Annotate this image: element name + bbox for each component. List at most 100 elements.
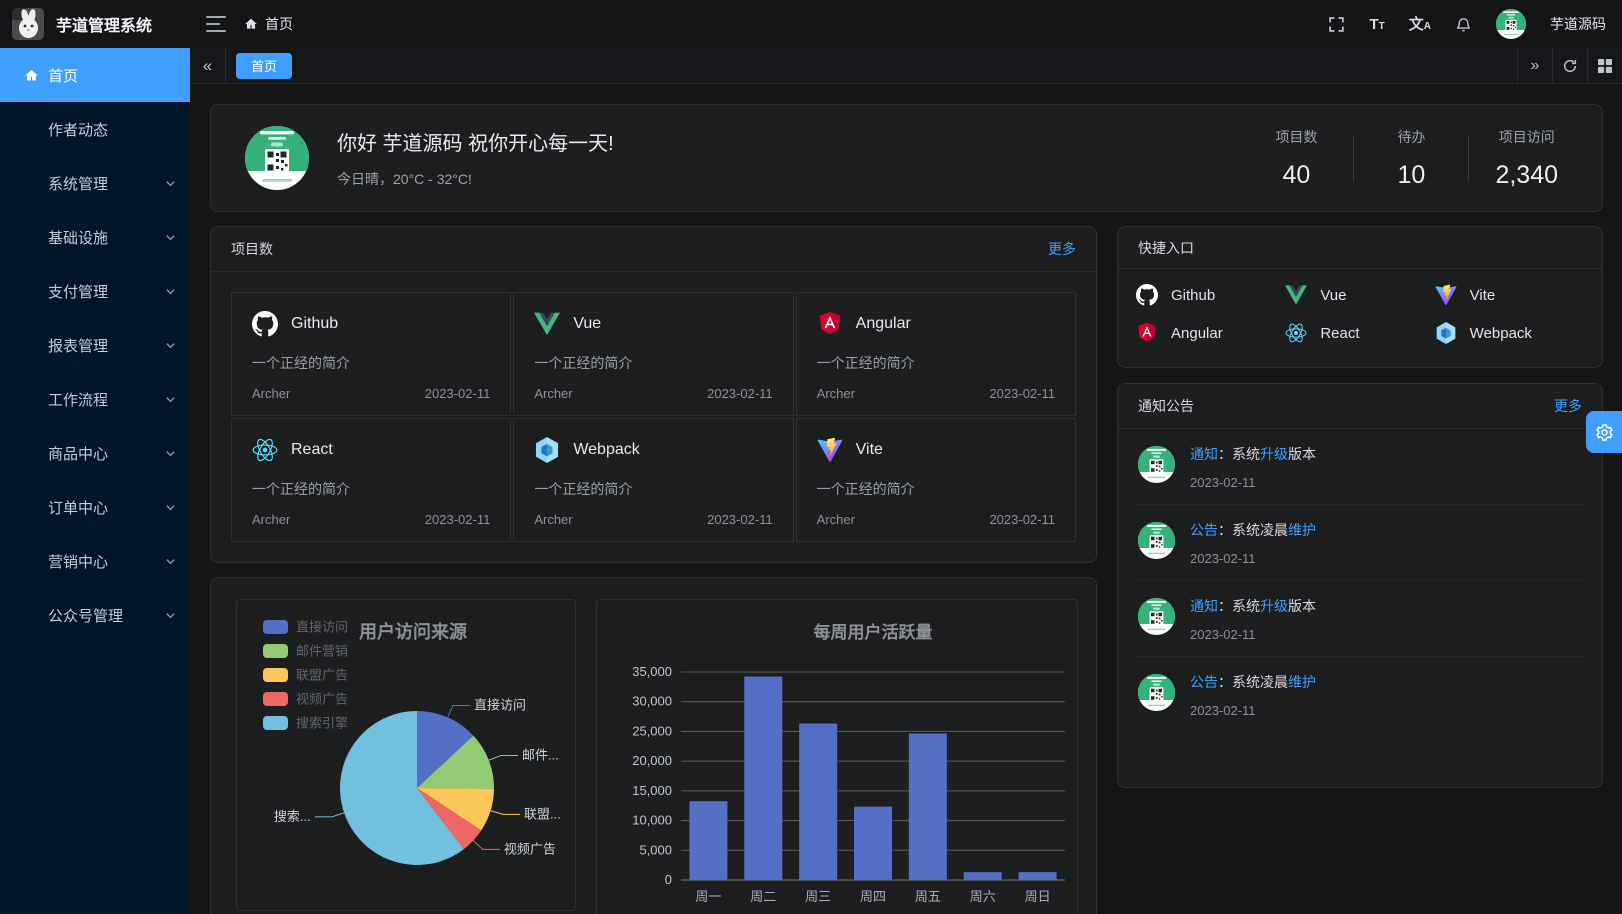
tab-home[interactable]: 首页 — [236, 52, 293, 79]
notices-card-header: 通知公告 更多 — [1118, 384, 1602, 429]
stat-projects: 项目数 40 — [1265, 127, 1327, 190]
svg-text:35,000: 35,000 — [632, 664, 672, 679]
webpack-icon — [534, 437, 560, 463]
notice-item[interactable]: 公告：系统凌晨维护 2023-02-11 — [1138, 657, 1582, 732]
bar-周日[interactable] — [1018, 872, 1057, 880]
notice-date: 2023-02-11 — [1190, 627, 1256, 642]
bar-周二[interactable] — [744, 676, 783, 880]
notice-item[interactable]: 通知：系统升级版本 2023-02-11 — [1138, 429, 1582, 505]
sidebar-item-label: 系统管理 — [48, 175, 109, 193]
pie-label: 邮件... — [522, 748, 559, 763]
sidebar-item-order-center[interactable]: 订单中心 — [0, 480, 190, 534]
bar-周六[interactable] — [963, 872, 1002, 880]
home-icon — [244, 17, 258, 31]
user-avatar[interactable] — [1496, 9, 1526, 39]
sidebar-item-payment-management[interactable]: 支付管理 — [0, 264, 190, 318]
sidebar-item-report-management[interactable]: 报表管理 — [0, 318, 190, 372]
sidebar-item-system-management[interactable]: 系统管理 — [0, 156, 190, 210]
bar-周一[interactable] — [689, 801, 728, 880]
project-card-vite[interactable]: Vite 一个正经的简介 Archer 2023-02-11 — [795, 418, 1076, 542]
project-date: 2023-02-11 — [707, 512, 773, 527]
quick-entry-vue[interactable]: Vue — [1285, 279, 1434, 311]
sidebar-item-author-dynamics[interactable]: 作者动态 — [0, 102, 190, 156]
project-card-github[interactable]: Github 一个正经的简介 Archer 2023-02-11 — [231, 292, 512, 416]
fullscreen-icon[interactable] — [1328, 16, 1345, 33]
bar-周三[interactable] — [799, 723, 838, 880]
bar-周四[interactable] — [854, 806, 892, 880]
notice-title-segment: 通知 — [1190, 598, 1218, 614]
refresh-icon[interactable] — [1552, 47, 1587, 84]
username[interactable]: 芋道源码 — [1550, 16, 1606, 32]
legend-item-2[interactable]: 邮件营销 — [263, 644, 348, 659]
tabs-expand-right-icon[interactable]: » — [1517, 47, 1552, 84]
pie-slice-1[interactable] — [417, 711, 474, 788]
pie-chart: 用户访问来源直接访问邮件营销联盟广告视频广告搜索引擎直接访问邮件...联盟...… — [263, 620, 561, 865]
bar-周五[interactable] — [908, 733, 947, 880]
quick-entry-label: Github — [1171, 286, 1216, 304]
svg-text:15,000: 15,000 — [632, 783, 672, 798]
notice-title: 通知：系统升级版本 — [1190, 596, 1316, 616]
project-card-webpack[interactable]: Webpack 一个正经的简介 Archer 2023-02-11 — [513, 418, 794, 542]
quick-entry-label: React — [1320, 324, 1360, 342]
pie-slice-3[interactable] — [417, 788, 494, 831]
translate-icon[interactable]: 文A — [1408, 15, 1431, 33]
sidebar-item-home[interactable]: 首页 — [0, 48, 190, 102]
pie-slice-4[interactable] — [417, 788, 482, 850]
quick-entry-angular[interactable]: Angular — [1136, 317, 1285, 349]
project-author: Archer — [252, 386, 291, 401]
chevron-down-icon — [165, 394, 176, 405]
pie-slice-5[interactable] — [340, 711, 464, 865]
sidebar-item-marketing-center[interactable]: 营销中心 — [0, 534, 190, 588]
theme-settings-button[interactable] — [1586, 411, 1622, 453]
project-card-react[interactable]: React 一个正经的简介 Archer 2023-02-11 — [231, 418, 512, 542]
bell-icon[interactable] — [1455, 16, 1472, 33]
notice-title-segment: 通知 — [1190, 446, 1218, 462]
legend-item-4[interactable]: 视频广告 — [263, 692, 348, 707]
qr-avatar — [245, 126, 309, 190]
quick-entry-webpack[interactable]: Webpack — [1435, 317, 1584, 349]
qr-avatar — [1138, 674, 1175, 711]
quick-card-header: 快捷入口 — [1118, 227, 1602, 269]
legend-item-5[interactable]: 搜索引擎 — [263, 716, 348, 731]
projects-more-link[interactable]: 更多 — [1048, 241, 1076, 257]
quick-entries-card: 快捷入口 Github Vue Vite Angular React Webpa… — [1117, 226, 1603, 368]
svg-text:20,000: 20,000 — [632, 753, 672, 768]
notice-title: 公告：系统凌晨维护 — [1190, 672, 1316, 692]
notice-item[interactable]: 通知：系统升级版本 2023-02-11 — [1138, 581, 1582, 657]
projects-card-header: 项目数 更多 — [211, 227, 1096, 272]
pie-slice-2[interactable] — [417, 735, 495, 789]
chevron-down-icon — [165, 448, 176, 459]
svg-text:周二: 周二 — [750, 889, 776, 904]
sidebar-item-official-account[interactable]: 公众号管理 — [0, 588, 190, 642]
sidebar-item-label: 基础设施 — [48, 229, 109, 247]
quick-entry-github[interactable]: Github — [1136, 279, 1285, 311]
stat-divider — [1353, 135, 1355, 181]
font-size-icon[interactable]: TT — [1369, 15, 1385, 33]
quick-entry-vite[interactable]: Vite — [1435, 279, 1584, 311]
notice-item[interactable]: 公告：系统凌晨维护 2023-02-11 — [1138, 505, 1582, 581]
legend-item-1[interactable]: 直接访问 — [263, 620, 348, 635]
project-date: 2023-02-11 — [989, 386, 1055, 401]
pie-label: 直接访问 — [474, 697, 526, 712]
menu-fold-icon[interactable] — [206, 16, 226, 32]
projects-card: 项目数 更多 Github 一个正经的简介 Archer 2023-02-11 … — [210, 226, 1097, 563]
github-icon — [252, 311, 278, 337]
svg-text:周日: 周日 — [1025, 889, 1051, 904]
project-card-vue[interactable]: Vue 一个正经的简介 Archer 2023-02-11 — [513, 292, 794, 416]
tabs-collapse-left-icon[interactable]: « — [190, 47, 226, 84]
quick-entry-react[interactable]: React — [1285, 317, 1434, 349]
chevron-down-icon — [165, 610, 176, 621]
project-date: 2023-02-11 — [424, 386, 491, 401]
layout-grid-icon[interactable] — [1587, 47, 1622, 84]
notices-more-link[interactable]: 更多 — [1554, 398, 1582, 414]
sidebar-item-workflow[interactable]: 工作流程 — [0, 372, 190, 426]
sidebar-item-product-center[interactable]: 商品中心 — [0, 426, 190, 480]
project-desc: 一个正经的简介 — [816, 481, 915, 497]
project-card-angular[interactable]: Angular 一个正经的简介 Archer 2023-02-11 — [795, 292, 1076, 416]
svg-text:25,000: 25,000 — [632, 723, 672, 738]
legend-item-3[interactable]: 联盟广告 — [263, 668, 348, 683]
stat-visits: 项目访问 2,340 — [1495, 127, 1558, 190]
sidebar-item-infrastructure[interactable]: 基础设施 — [0, 210, 190, 264]
breadcrumb[interactable]: 首页 — [244, 14, 293, 34]
